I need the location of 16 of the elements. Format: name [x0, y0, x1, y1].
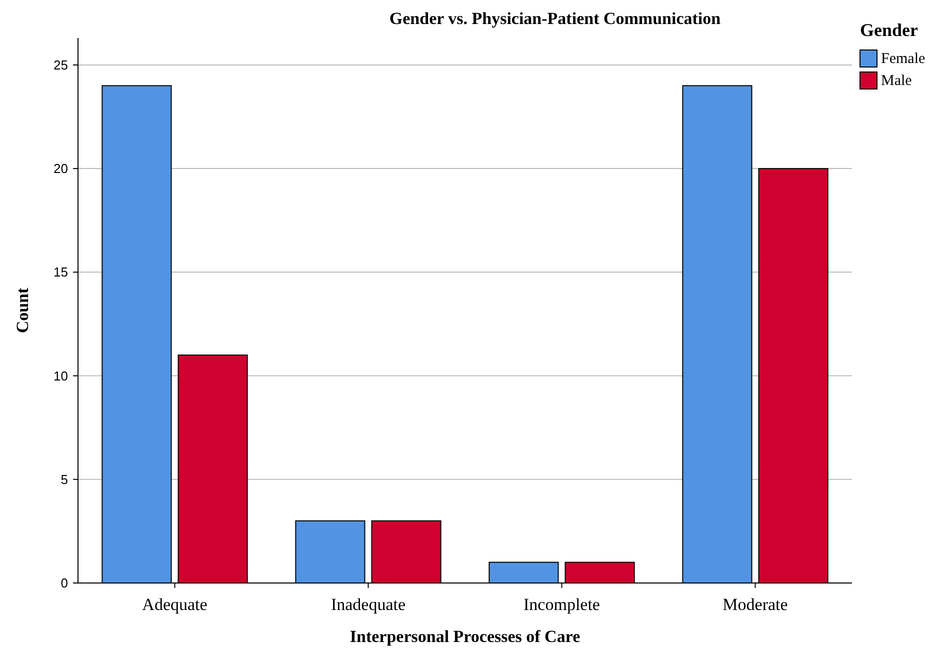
x-tick-label: Incomplete — [524, 595, 600, 614]
y-tick-label: 10 — [54, 368, 68, 384]
y-tick-label: 20 — [54, 161, 68, 176]
y-axis-title: Count — [13, 287, 32, 334]
legend-label: Male — [881, 73, 912, 89]
y-tick-label: 25 — [54, 57, 68, 72]
y-tick-label: 15 — [54, 264, 68, 280]
chart-title: Gender vs. Physician-Patient Communication — [389, 9, 722, 28]
x-tick-label: Adequate — [142, 595, 208, 614]
y-tick-label: 0 — [60, 576, 68, 591]
legend-title: Gender — [860, 20, 918, 40]
x-tick-label: Moderate — [722, 595, 788, 614]
x-tick-label: Inadequate — [330, 595, 406, 614]
legend-label: Female — [881, 51, 926, 67]
y-tick-label: 5 — [60, 472, 68, 487]
x-axis-title: Interpersonal Processes of Care — [350, 627, 581, 646]
